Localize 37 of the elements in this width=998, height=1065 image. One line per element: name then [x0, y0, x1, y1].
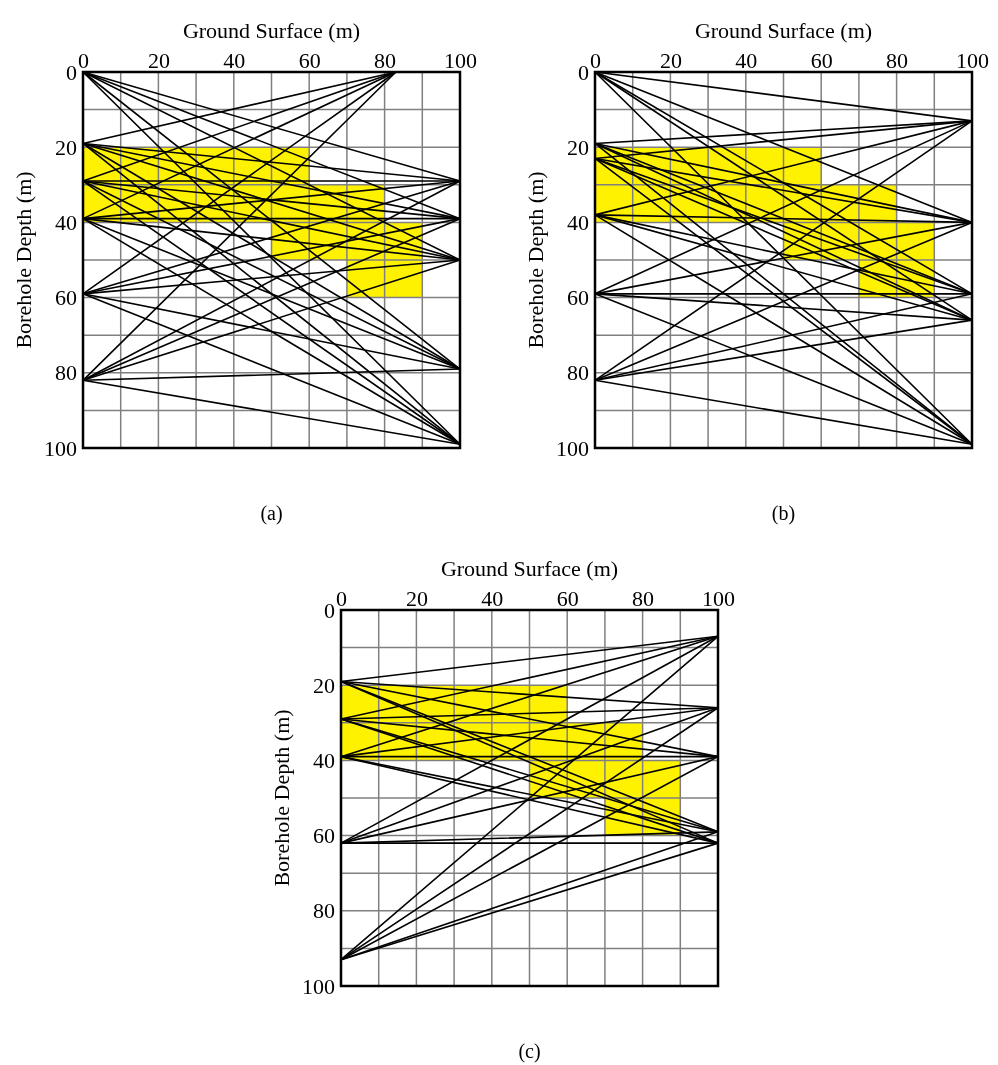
- y-tick-label: 20: [313, 672, 335, 698]
- x-axis-title: Ground Surface (m): [694, 18, 873, 43]
- x-tick-label: 40: [735, 48, 758, 73]
- y-tick-label: 100: [44, 435, 77, 461]
- x-tick-label: 100: [956, 48, 989, 73]
- y-axis-title: Borehole Depth (m): [523, 171, 548, 349]
- y-axis-title: Borehole Depth (m): [269, 709, 294, 887]
- text: (b): [771, 502, 796, 525]
- y-tick-label: 60: [313, 823, 335, 849]
- x-tick-label: 60: [810, 48, 833, 73]
- x-tick-label: 80: [886, 48, 909, 73]
- x-tick-label: 20: [405, 586, 428, 611]
- y-tick-label: 80: [55, 360, 77, 386]
- x-tick-label: 40: [481, 586, 504, 611]
- x-tick-label: 40: [223, 48, 246, 73]
- y-tick-label: 80: [313, 898, 335, 924]
- x-tick-label: 80: [374, 48, 397, 73]
- y-axis-title: Borehole Depth (m): [11, 171, 36, 349]
- x-tick-label: 20: [147, 48, 170, 73]
- y-tick-label: 20: [55, 134, 77, 160]
- x-axis-title: Ground Surface (m): [440, 556, 619, 581]
- x-tick-label: 80: [632, 586, 655, 611]
- y-tick-label: 100: [302, 973, 335, 999]
- x-tick-label: 100: [702, 586, 735, 611]
- y-tick-label: 20: [567, 134, 589, 160]
- text: (a): [260, 502, 283, 525]
- y-tick-label: 80: [567, 360, 589, 386]
- x-axis-title: Ground Surface (m): [182, 18, 361, 43]
- y-tick-label: 100: [556, 435, 589, 461]
- x-tick-label: 20: [659, 48, 682, 73]
- x-tick-label: 100: [444, 48, 477, 73]
- y-tick-label: 40: [55, 209, 77, 235]
- y-tick-label: 40: [313, 747, 335, 773]
- y-tick-label: 60: [55, 285, 77, 311]
- text: (c): [518, 1040, 541, 1063]
- y-tick-label: 60: [567, 285, 589, 311]
- y-tick-label: 40: [567, 209, 589, 235]
